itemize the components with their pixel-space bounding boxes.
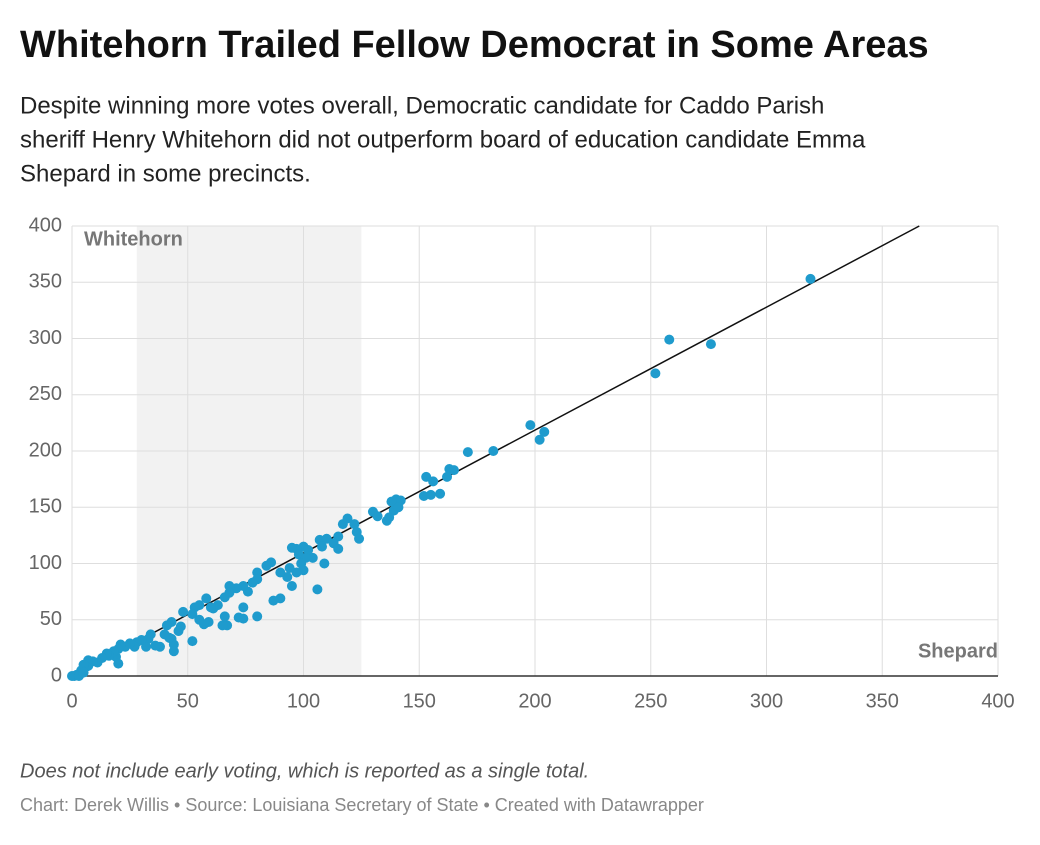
x-tick-label: 400 <box>981 690 1014 712</box>
point <box>539 426 550 437</box>
y-tick-label: 250 <box>29 383 62 405</box>
point <box>178 606 189 617</box>
point <box>219 611 230 622</box>
point <box>194 614 205 625</box>
point <box>161 620 172 631</box>
point <box>164 632 175 643</box>
point <box>342 513 353 524</box>
point <box>187 609 198 620</box>
plot-area: 0 50 100 150 200 250 300 350 400 0 50 100 150 200 250 3… <box>29 214 1015 712</box>
x-tick-label: 250 <box>634 690 667 712</box>
point <box>354 533 365 544</box>
point <box>247 577 258 588</box>
point <box>317 541 328 552</box>
point <box>78 667 89 678</box>
y-tick-label: 200 <box>29 439 62 461</box>
point <box>113 658 124 669</box>
credit: Chart: Derek Willis • Source: Louisiana … <box>20 795 704 815</box>
y-tick-label: 400 <box>29 214 62 236</box>
point <box>442 471 453 482</box>
x-tick-label: 150 <box>403 690 436 712</box>
point <box>319 558 330 569</box>
point <box>384 512 395 523</box>
point <box>428 476 439 487</box>
point <box>448 465 459 476</box>
x-axis-label: Shepard <box>918 640 998 662</box>
y-tick-label: 300 <box>29 327 62 349</box>
point <box>705 339 716 350</box>
point <box>284 563 295 573</box>
point <box>664 334 675 345</box>
y-tick-label: 150 <box>29 496 62 518</box>
point <box>224 587 235 598</box>
subtitle: Despite winning more votes overall, Demo… <box>20 92 824 119</box>
point <box>194 600 205 611</box>
point <box>435 488 446 499</box>
point <box>312 584 323 595</box>
point <box>462 447 473 458</box>
point <box>286 581 297 591</box>
y-tick-label: 100 <box>29 552 62 574</box>
chart-title: Whitehorn Trailed Fellow Democrat in Som… <box>20 24 929 66</box>
x-tick-label: 100 <box>287 690 320 712</box>
point <box>261 560 272 571</box>
footnote: Does not include early voting, which is … <box>20 760 589 782</box>
subtitle: Shepard in some precincts. <box>20 160 311 187</box>
point <box>650 368 661 379</box>
point <box>425 489 436 500</box>
x-tick-label: 50 <box>177 690 199 712</box>
point <box>173 626 184 636</box>
y-axis-label: Whitehorn <box>84 228 183 250</box>
point <box>268 595 279 606</box>
point <box>393 502 404 513</box>
point <box>67 671 77 681</box>
subtitle: sheriff Henry Whitehorn did not outperfo… <box>20 126 866 153</box>
point <box>275 567 286 578</box>
point <box>372 511 383 522</box>
point <box>349 519 360 530</box>
point <box>233 612 244 623</box>
point <box>525 420 536 431</box>
point <box>333 543 344 554</box>
point <box>150 640 161 651</box>
point <box>386 496 397 507</box>
point <box>205 602 216 613</box>
point <box>534 434 545 445</box>
point <box>321 533 332 544</box>
point <box>805 273 816 284</box>
point <box>488 446 499 456</box>
point <box>238 602 249 613</box>
point <box>168 646 179 657</box>
x-tick-label: 0 <box>66 690 77 712</box>
y-tick-label: 0 <box>51 664 62 686</box>
point <box>201 593 212 604</box>
point <box>307 552 318 563</box>
point <box>217 620 228 631</box>
point <box>187 636 198 647</box>
point <box>252 611 263 622</box>
x-tick-label: 200 <box>518 690 551 712</box>
point <box>303 545 314 555</box>
point <box>286 542 297 553</box>
x-tick-label: 350 <box>866 690 899 712</box>
y-tick-label: 350 <box>29 271 62 293</box>
y-tick-label: 50 <box>40 608 62 630</box>
x-tick-label: 300 <box>750 690 783 712</box>
